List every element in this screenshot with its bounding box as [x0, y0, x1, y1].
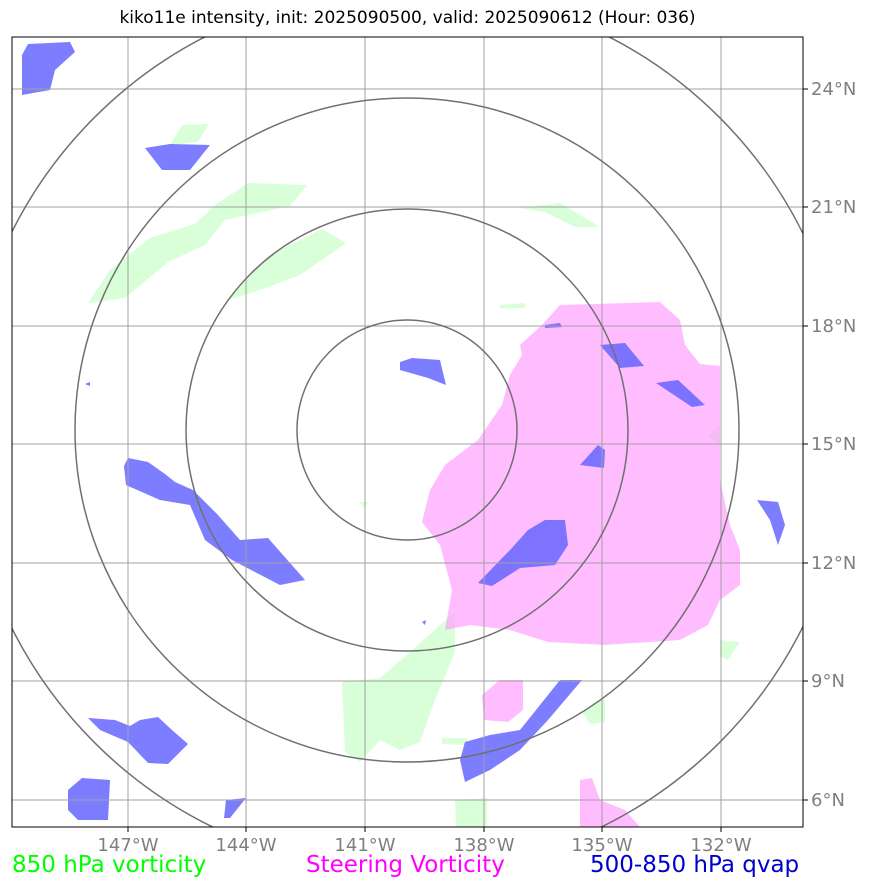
lat-tick-label: 15°N [811, 434, 856, 455]
lon-tick-label: 141°W [334, 835, 395, 856]
steering-vort-area [422, 302, 740, 645]
qvap-area [22, 42, 75, 95]
lon-tick-label: 135°W [571, 835, 632, 856]
lon-tick-label: 147°W [97, 835, 158, 856]
lon-tick-labels: 147°W 144°W 141°W 138°W 135°W 132°W [97, 835, 751, 856]
qvap-area [68, 778, 110, 820]
lat-tick-label: 12°N [811, 553, 856, 574]
qvap-area [422, 620, 426, 625]
vort850-area [582, 698, 605, 724]
lon-tick-label: 138°W [453, 835, 514, 856]
qvap-area [656, 380, 705, 407]
legend-vort850: 850 hPa vorticity [12, 852, 207, 878]
qvap-area [145, 144, 210, 170]
lat-tick-label: 9°N [811, 671, 845, 692]
lat-tick-label: 18°N [811, 316, 856, 337]
qvap-area [460, 680, 582, 782]
qvap-area [85, 382, 90, 386]
map-frame [11, 36, 804, 828]
qvap-area [757, 500, 785, 545]
legend-steering: Steering Vorticity [306, 852, 505, 878]
lon-tick-label: 132°W [690, 835, 751, 856]
vort850-area [170, 124, 209, 145]
qvap-layer [22, 42, 785, 820]
vort850-area [442, 738, 468, 745]
lat-tick-label: 24°N [811, 79, 856, 100]
lat-tick-label: 21°N [811, 197, 856, 218]
graticule [12, 37, 803, 827]
qvap-area [88, 717, 188, 764]
vort850-area [520, 203, 600, 227]
steering-vort-area [580, 778, 640, 827]
vort850-area [360, 502, 368, 508]
qvap-area [400, 358, 446, 385]
vort850-area [342, 612, 455, 762]
steering-vort-area [482, 680, 523, 722]
qvap-area [478, 520, 568, 586]
range-ring [185, 208, 629, 652]
tick-marks [127, 88, 808, 832]
lon-tick-label: 144°W [215, 835, 276, 856]
lat-tick-labels: 24°N 21°N 18°N 15°N 12°N 9°N 6°N [811, 79, 856, 811]
vort850-area [455, 798, 487, 827]
legend-qvap: 500-850 hPa qvap [590, 852, 800, 878]
range-ring [296, 319, 518, 541]
vort850-layer [88, 124, 740, 827]
lat-tick-label: 6°N [811, 790, 845, 811]
vort850-area [500, 303, 525, 308]
qvap-area [580, 445, 605, 468]
map-title: kiko11e intensity, init: 2025090500, val… [119, 8, 696, 28]
qvap-area [124, 458, 305, 585]
vort850-area [88, 183, 307, 303]
range-rings [12, 37, 803, 827]
vort850-area [228, 229, 346, 300]
map-layers [12, 37, 803, 827]
vort850-area [720, 640, 740, 660]
range-ring [74, 97, 740, 763]
qvap-area [224, 798, 246, 818]
qvap-area [600, 343, 644, 368]
